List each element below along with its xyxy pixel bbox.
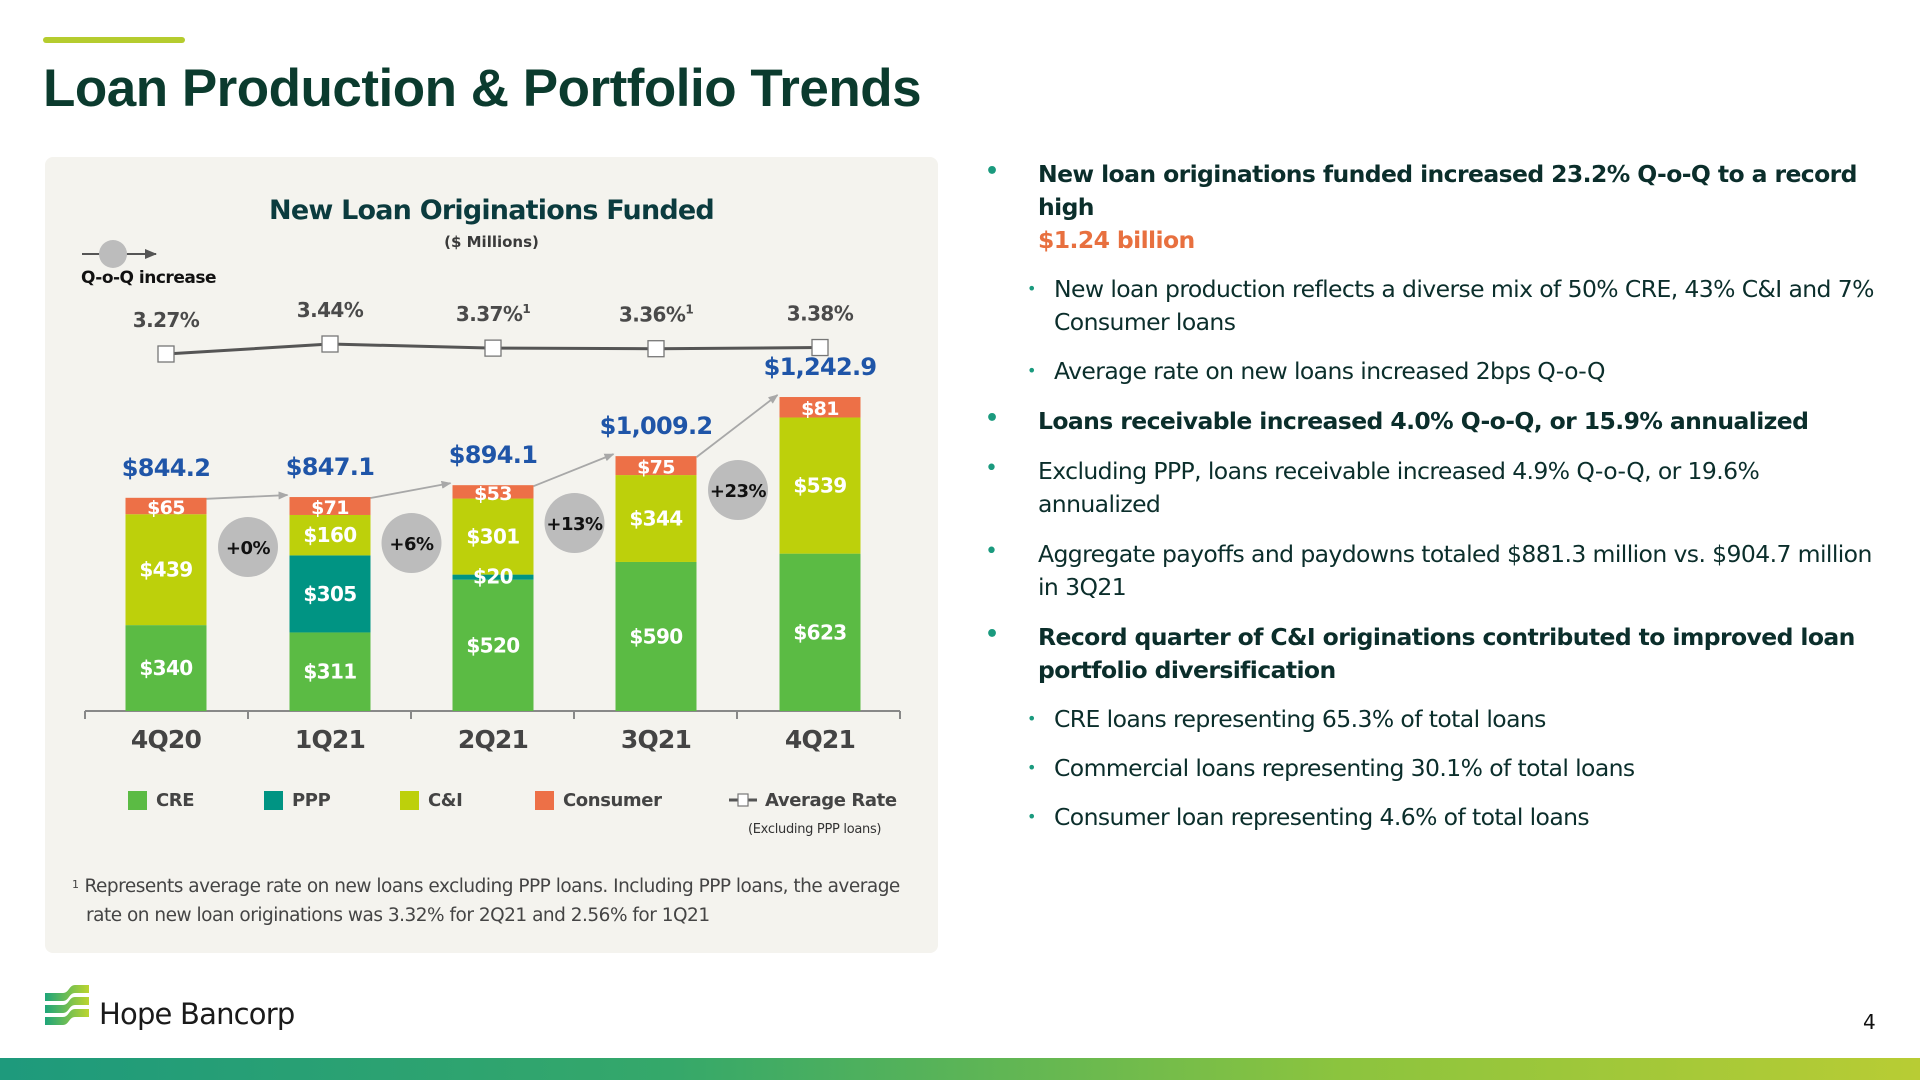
bullet-item: • Aggregate payoffs and paydowns totaled… (980, 538, 1880, 604)
bullet-text: Average rate on new loans increased 2bps… (1054, 357, 1606, 385)
bullet-highlight: $1.24 billion (1038, 226, 1195, 254)
legend-label-average-rate: Average Rate (765, 789, 897, 811)
bullet-item: • New loan production reflects a diverse… (980, 273, 1880, 339)
chart-footnote: 1 Represents average rate on new loans ex… (72, 873, 922, 929)
bullet-dot-icon: • (1027, 758, 1036, 777)
legend-label-ppp: PPP (292, 789, 331, 811)
chart-subtitle: ($ Millions) (444, 233, 539, 251)
bullet-dot-icon: • (1027, 361, 1036, 380)
bullet-dot-icon: • (1027, 279, 1036, 298)
bullet-text: Consumer loan representing 4.6% of total… (1054, 803, 1590, 831)
legend-item-ci: C&I (400, 788, 463, 812)
bullet-text: New loan originations funded increased 2… (1038, 160, 1857, 221)
legend-rate-line-icon (729, 793, 757, 807)
bullet-item: • Average rate on new loans increased 2b… (980, 355, 1880, 388)
bullet-text: Excluding PPP, loans receivable increase… (1038, 457, 1760, 518)
bullet-text: CRE loans representing 65.3% of total lo… (1054, 705, 1546, 733)
bullet-dot-icon: • (985, 622, 999, 647)
bullet-item: • New loan originations funded increased… (980, 158, 1880, 257)
bullet-text: Aggregate payoffs and paydowns totaled $… (1038, 540, 1872, 601)
legend-swatch-consumer (535, 790, 554, 810)
footnote-mark: 1 (72, 878, 79, 891)
company-logo: Hope Bancorp (43, 983, 295, 1031)
bullet-item: • Record quarter of C&I originations con… (980, 621, 1880, 687)
bullet-item: • Loans receivable increased 4.0% Q-o-Q,… (980, 405, 1880, 438)
bullet-dot-icon: • (985, 406, 999, 431)
bullet-item: • Excluding PPP, loans receivable increa… (980, 455, 1880, 521)
footer-gradient-bar (0, 1058, 1920, 1080)
page-number: 4 (1863, 1010, 1876, 1034)
bullet-text: New loan production reflects a diverse m… (1054, 275, 1874, 336)
qoq-legend-label: Q-o-Q increase (81, 268, 216, 288)
highlights-list: • New loan originations funded increased… (980, 158, 1880, 834)
page-title: Loan Production & Portfolio Trends (43, 59, 922, 118)
legend-swatch-cre (128, 790, 147, 810)
legend-label-cre: CRE (156, 789, 195, 811)
bullet-text: Loans receivable increased 4.0% Q-o-Q, o… (1038, 407, 1809, 435)
bullet-dot-icon: • (985, 159, 999, 184)
bullet-dot-icon: • (985, 539, 998, 564)
logo-text: Hope Bancorp (99, 997, 295, 1031)
bullet-dot-icon: • (1027, 807, 1036, 826)
legend-rate-note: (Excluding PPP loans) (748, 822, 882, 837)
legend-item-cre: CRE (128, 788, 195, 812)
bullet-dot-icon: • (985, 456, 998, 481)
bullet-text: Record quarter of C&I originations contr… (1038, 623, 1855, 684)
hope-bancorp-logo-icon (45, 985, 89, 1025)
footnote-line-2: rate on new loan originations was 3.32% … (86, 905, 710, 926)
legend-swatch-ci (400, 790, 419, 810)
bullet-dot-icon: • (1027, 709, 1036, 728)
bullet-text: Commercial loans representing 30.1% of t… (1054, 754, 1635, 782)
bullet-item: • CRE loans representing 65.3% of total … (980, 703, 1880, 736)
legend-swatch-ppp (264, 790, 283, 810)
legend-item-ppp: PPP (264, 788, 331, 812)
legend-label-ci: C&I (428, 789, 463, 811)
legend-label-consumer: Consumer (563, 789, 662, 811)
legend-item-average-rate: Average Rate (728, 788, 897, 812)
title-accent-bar (43, 37, 185, 43)
bullet-item: • Commercial loans representing 30.1% of… (980, 752, 1880, 785)
legend-item-consumer: Consumer (535, 788, 662, 812)
bullet-item: • Consumer loan representing 4.6% of tot… (980, 801, 1880, 834)
chart-title: New Loan Originations Funded (269, 195, 715, 226)
footnote-line-1: Represents average rate on new loans exc… (84, 876, 901, 897)
